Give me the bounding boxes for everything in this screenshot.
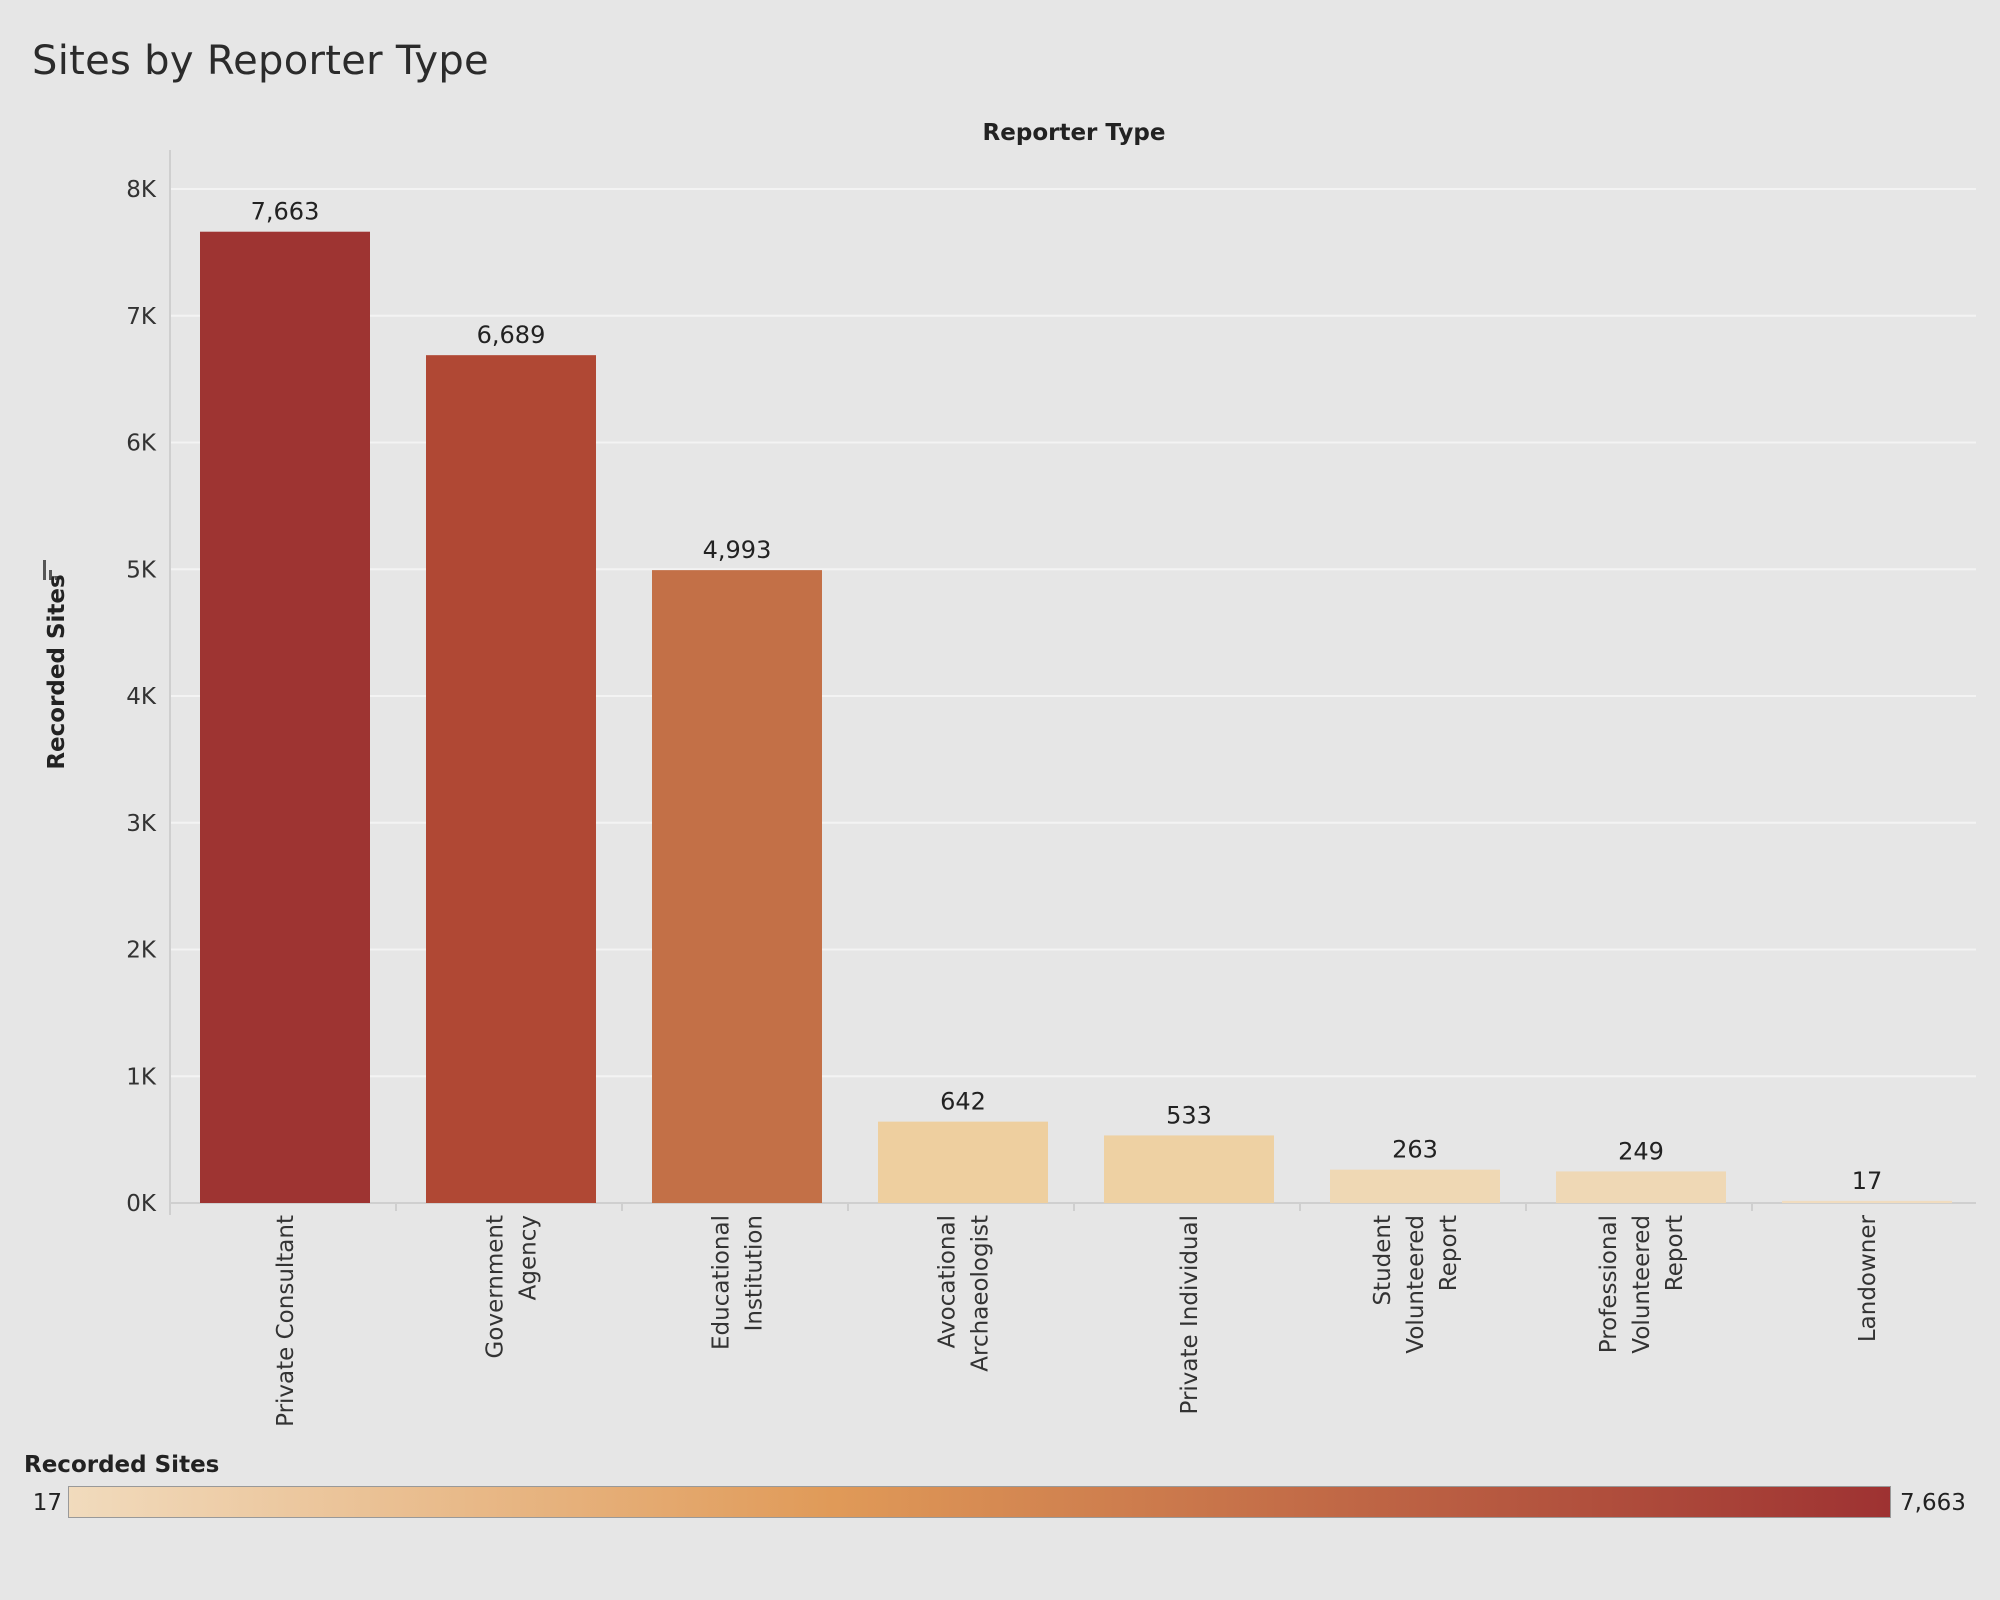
data-label: 4,993 xyxy=(703,536,772,564)
data-label: 263 xyxy=(1392,1136,1438,1164)
category-label-line: Archaeologist xyxy=(968,1215,994,1372)
category-label: Private Individual xyxy=(1177,1215,1203,1415)
category-label-line: Agency xyxy=(516,1215,542,1300)
legend-max-label: 7,663 xyxy=(1900,1490,1966,1516)
bar[interactable] xyxy=(878,1121,1048,1203)
legend-min-label: 17 xyxy=(32,1490,62,1516)
category-label-line: Avocational xyxy=(935,1215,961,1348)
category-label: Student Volunteered Report xyxy=(1370,1215,1462,1354)
category-label-line: Report xyxy=(1436,1215,1462,1291)
axes: 0K 1K 2K 3K 4K 5K 6K 7K 8K xyxy=(126,150,1976,1217)
category-labels: Private Consultant Government Agency Educat… xyxy=(273,1214,1881,1426)
data-label: 7,663 xyxy=(251,198,320,226)
y-tick-label: 3K xyxy=(126,811,157,837)
data-label: 533 xyxy=(1166,1101,1212,1129)
y-tick-label: 4K xyxy=(126,684,157,710)
bar[interactable] xyxy=(1782,1200,1952,1203)
color-legend-gradient xyxy=(68,1486,1891,1518)
bar[interactable] xyxy=(426,355,596,1203)
category-label-line: Professional xyxy=(1596,1215,1622,1353)
y-axis-title-group: Recorded Sites xyxy=(43,560,70,770)
y-tick-label: 8K xyxy=(126,177,157,203)
category-label: Professional Volunteered Report xyxy=(1596,1215,1688,1354)
bar[interactable] xyxy=(1330,1169,1500,1203)
y-tick-label: 7K xyxy=(126,304,157,330)
data-label: 6,689 xyxy=(477,321,546,349)
y-tick-label: 6K xyxy=(126,431,157,457)
category-label-line: Student xyxy=(1370,1215,1396,1306)
sort-icon[interactable] xyxy=(43,560,58,580)
category-label-line: Institution xyxy=(742,1215,768,1331)
y-tick-label: 2K xyxy=(126,938,157,964)
category-label-line: Private Consultant xyxy=(273,1215,299,1427)
y-tick-label: 0K xyxy=(126,1191,157,1217)
y-tick-label: 1K xyxy=(126,1064,157,1090)
category-label-line: Volunteered xyxy=(1629,1215,1655,1354)
y-tick-label: 5K xyxy=(126,557,157,583)
category-label: Avocational Archaeologist xyxy=(935,1215,994,1372)
category-label: Government Agency xyxy=(483,1215,542,1358)
bar[interactable] xyxy=(200,231,370,1204)
bar[interactable] xyxy=(1556,1171,1726,1203)
y-axis-title: Recorded Sites xyxy=(44,574,70,769)
bar-chart: 0K 1K 2K 3K 4K 5K 6K 7K 8K 7,663 6,689 4,993 642 533… xyxy=(43,120,1976,1427)
category-label-line: Educational xyxy=(709,1215,735,1350)
page-title: Sites by Reporter Type xyxy=(32,38,489,84)
data-label: 17 xyxy=(1852,1167,1883,1195)
data-label: 249 xyxy=(1618,1137,1664,1165)
bars xyxy=(200,231,1952,1204)
category-label-line: Report xyxy=(1662,1215,1688,1291)
bar[interactable] xyxy=(652,570,822,1203)
category-label: Landowner xyxy=(1855,1214,1881,1342)
data-labels: 7,663 6,689 4,993 642 533 263 249 17 xyxy=(251,198,1883,1195)
category-label: Educational Institution xyxy=(709,1215,768,1350)
legend-title: Recorded Sites xyxy=(24,1452,220,1478)
x-axis-title: Reporter Type xyxy=(983,120,1166,146)
category-label-line: Volunteered xyxy=(1403,1215,1429,1354)
category-label: Private Consultant xyxy=(273,1215,299,1427)
bar[interactable] xyxy=(1104,1135,1274,1203)
category-label-line: Government xyxy=(483,1215,509,1358)
category-label-line: Private Individual xyxy=(1177,1215,1203,1415)
category-label-line: Landowner xyxy=(1855,1214,1881,1342)
data-label: 642 xyxy=(940,1088,986,1116)
